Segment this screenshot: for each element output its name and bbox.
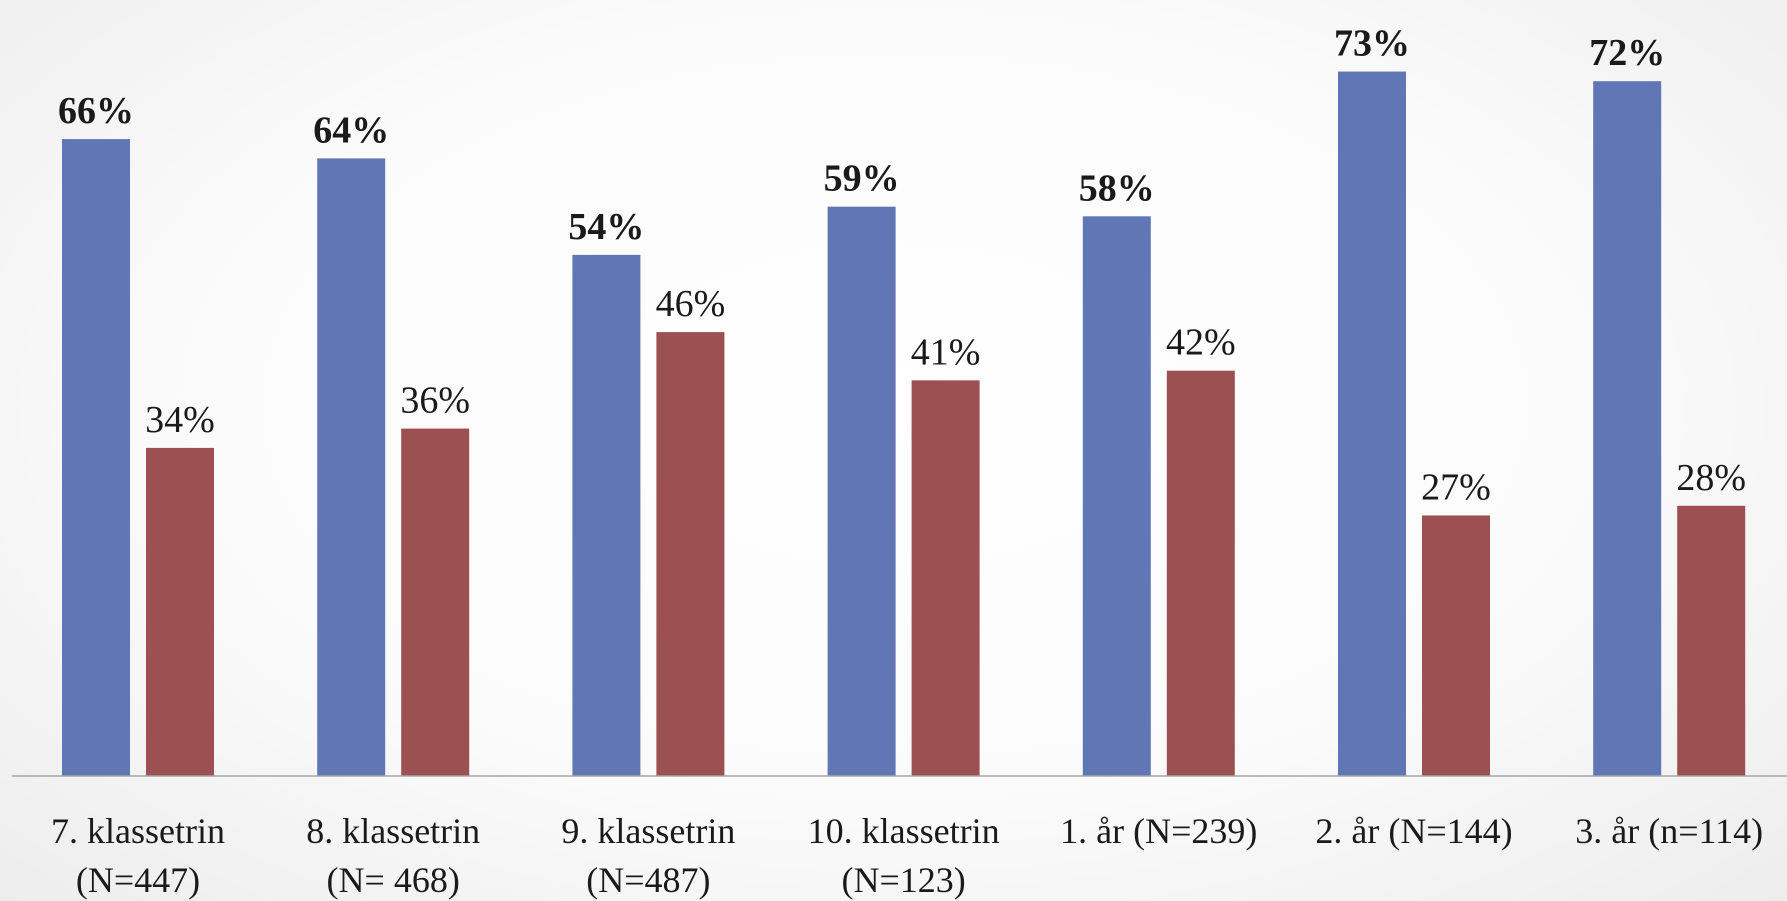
category-label-3-line2: (N=487) [586,860,710,900]
data-label-series1-cat4: 59% [824,158,900,200]
bars-layer [62,71,1746,777]
bar-series1-cat3 [572,254,641,776]
bar-series2-cat5 [1166,370,1235,776]
category-label-2-line2: (N= 468) [327,860,460,900]
category-label-2: 8. klassetrin [306,811,480,851]
data-label-series2-cat3: 46% [656,283,726,325]
category-label-7: 3. år (n=114) [1575,811,1763,851]
category-label-6: 2. år (N=144) [1315,811,1512,851]
data-label-series2-cat1: 34% [145,399,215,441]
category-label-1: 7. klassetrin [51,811,225,851]
category-label-4-line2: (N=123) [841,860,965,900]
bar-series1-cat7 [1593,81,1662,776]
data-label-series2-cat4: 41% [911,331,981,373]
data-label-series1-cat1: 66% [58,90,134,132]
data-label-series1-cat2: 64% [313,109,389,151]
bar-series2-cat2 [401,428,470,776]
bar-series2-cat1 [146,447,214,776]
category-label-4: 10. klassetrin [808,811,1000,851]
bar-series1-cat6 [1338,71,1406,777]
value-labels-layer: 66% 34% 64% 36% 54% 46% 59% 41% 58% 42% 73% 27% 72% 2… [58,23,1746,509]
bar-series1-cat4 [827,206,896,776]
data-label-series1-cat3: 54% [568,206,644,248]
category-label-5: 1. år (N=239) [1060,811,1257,851]
category-label-3: 9. klassetrin [561,811,735,851]
data-label-series1-cat5: 58% [1079,167,1155,209]
data-label-series2-cat5: 42% [1166,322,1236,364]
data-label-series1-cat6: 73% [1334,23,1410,65]
bar-series1-cat1 [62,139,130,777]
bar-series1-cat5 [1082,216,1151,777]
bar-series1-cat2 [317,158,386,776]
bar-series2-cat7 [1677,505,1746,776]
data-label-series2-cat7: 28% [1676,457,1746,499]
category-label-1-line2: (N=447) [76,860,200,900]
bar-series2-cat3 [656,332,725,776]
category-labels-layer: 7. klassetrin (N=447) 8. klassetrin (N= 468… [51,811,1763,900]
bar-series2-cat4 [911,380,980,776]
bar-series2-cat6 [1422,515,1490,776]
data-label-series2-cat2: 36% [400,380,470,422]
data-label-series2-cat6: 27% [1421,466,1491,508]
data-label-series1-cat7: 72% [1589,32,1665,74]
